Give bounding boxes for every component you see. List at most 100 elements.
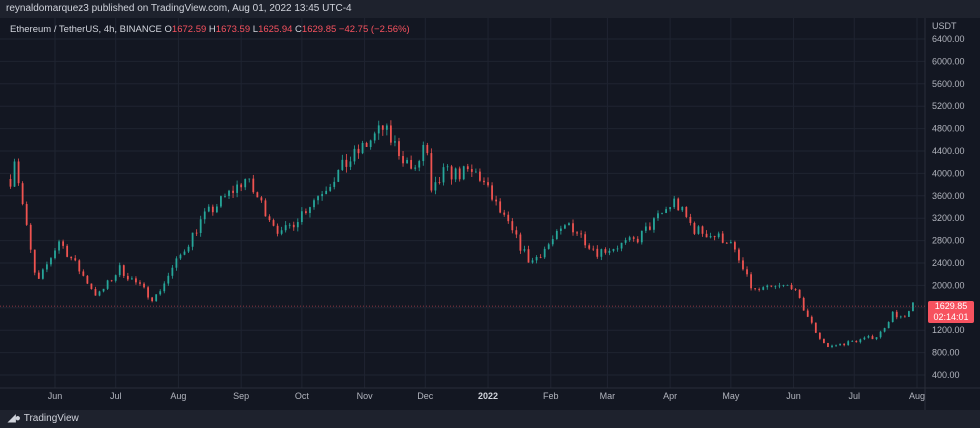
- candle-body: [333, 181, 336, 187]
- candle-body: [806, 310, 809, 317]
- y-tick-label: 2800.00: [932, 236, 965, 246]
- candle-body: [211, 206, 214, 213]
- candle-body: [653, 218, 655, 230]
- candle-body: [831, 345, 833, 347]
- published-text: reynaldomarquez3 published on TradingVie…: [6, 3, 352, 14]
- candle-body: [54, 250, 56, 259]
- candle-body: [859, 339, 862, 343]
- last-price: 1629.85: [934, 301, 968, 312]
- candle-body: [349, 161, 352, 167]
- candle-body: [151, 297, 154, 302]
- candle-body: [693, 222, 696, 234]
- candle-body: [337, 169, 340, 182]
- candle-body: [733, 242, 736, 250]
- candle-body: [564, 225, 566, 229]
- candle-body: [90, 283, 93, 290]
- change-value: −42.75 (−2.56%): [338, 24, 410, 35]
- candle-body: [66, 245, 69, 257]
- candle-body: [143, 283, 145, 288]
- candle-body: [851, 340, 854, 342]
- candle-body: [70, 256, 73, 259]
- x-tick-label: Mar: [600, 391, 616, 401]
- candle-body: [713, 236, 716, 238]
- candle-body: [515, 230, 518, 235]
- candle-body: [155, 294, 158, 302]
- close-value: 1629.85: [301, 24, 337, 35]
- candle-body: [37, 272, 40, 279]
- candle-body: [604, 249, 607, 253]
- candle-body: [410, 159, 413, 169]
- candle-body: [612, 248, 615, 251]
- candle-body: [636, 238, 639, 243]
- x-tick-label: May: [722, 391, 740, 401]
- x-tick-label: Jul: [849, 391, 861, 401]
- y-tick-label: 6400.00: [932, 34, 965, 44]
- candle-body: [912, 302, 914, 312]
- candle-body: [847, 341, 850, 346]
- candle-body: [82, 271, 85, 276]
- candle-body: [122, 265, 125, 276]
- open-value: 1672.59: [171, 24, 207, 35]
- candle-body: [130, 278, 133, 280]
- x-tick-label: Oct: [295, 391, 310, 401]
- candle-body: [462, 166, 465, 180]
- candle-body: [843, 343, 846, 346]
- candle-body: [717, 233, 720, 238]
- candle-body: [798, 289, 801, 298]
- low-label: L: [252, 24, 259, 35]
- candle-body: [300, 211, 303, 223]
- candle-body: [470, 169, 473, 172]
- candle-body: [802, 297, 805, 311]
- x-tick-label: Jun: [786, 391, 801, 401]
- candle-body: [620, 242, 623, 249]
- candle-body: [827, 343, 829, 347]
- tradingview-brand[interactable]: ◢● TradingView: [8, 413, 79, 424]
- candle-body: [657, 213, 659, 219]
- candle-body: [839, 343, 842, 346]
- candle-body: [543, 248, 546, 258]
- candle-body: [406, 159, 408, 164]
- candle-body: [179, 254, 182, 259]
- candle-body: [25, 204, 28, 225]
- candle-body: [321, 194, 323, 197]
- candle-body: [677, 198, 680, 211]
- candle-body: [531, 260, 534, 263]
- candle-body: [794, 289, 797, 290]
- candle-body: [264, 200, 267, 217]
- candle-body: [252, 178, 255, 193]
- candle-body: [616, 248, 619, 250]
- low-value: 1625.94: [258, 24, 293, 35]
- candle-body: [770, 285, 773, 287]
- candle-body: [228, 190, 230, 196]
- candle-body: [296, 222, 299, 228]
- publish-header: reynaldomarquez3 published on TradingVie…: [0, 0, 980, 18]
- y-tick-label: 3600.00: [932, 191, 965, 201]
- candle-body: [908, 311, 910, 317]
- candle-body: [114, 275, 117, 281]
- y-tick-label: 3200.00: [932, 213, 965, 223]
- candle-body: [592, 248, 595, 250]
- candle-body: [580, 233, 583, 235]
- candle-body: [183, 251, 186, 255]
- candle-body: [21, 183, 24, 205]
- candle-body: [191, 232, 194, 247]
- candle-body: [523, 249, 526, 251]
- candle-body: [46, 264, 48, 270]
- candle-body: [13, 161, 16, 187]
- candle-body: [58, 241, 60, 251]
- candle-body: [207, 206, 210, 212]
- candle-body: [479, 171, 481, 181]
- candle-body: [438, 182, 441, 183]
- candle-body: [746, 269, 748, 275]
- y-tick-label: 5200.00: [932, 101, 965, 111]
- candle-body: [276, 225, 279, 234]
- candle-body: [369, 140, 372, 147]
- candle-body: [649, 226, 651, 230]
- y-tick-label: 5600.00: [932, 79, 965, 89]
- candle-body: [483, 180, 485, 183]
- candle-body: [596, 248, 599, 257]
- candle-body: [381, 125, 384, 130]
- candle-body: [705, 233, 708, 238]
- y-tick-label: 6000.00: [932, 56, 965, 66]
